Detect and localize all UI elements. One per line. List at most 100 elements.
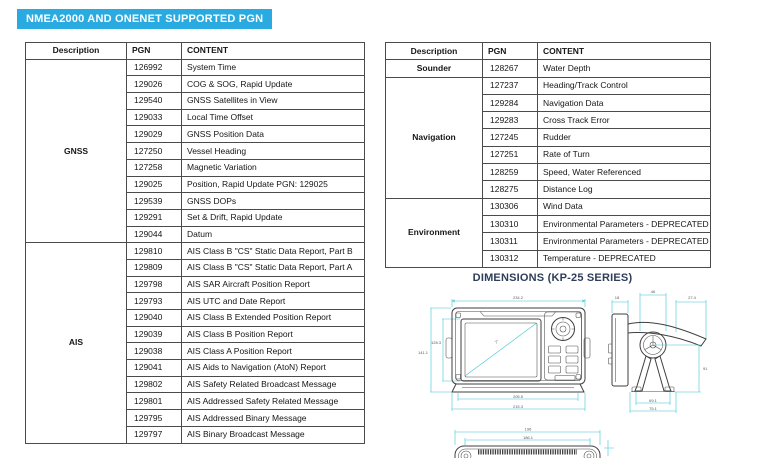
dim-label-front-bottom-outer: 215.3 xyxy=(513,404,524,409)
content-cell: AIS Class B Position Report xyxy=(181,325,365,344)
content-cell: Speed, Water Referenced xyxy=(537,163,711,182)
dim-label-front-left-outer: 141.1 xyxy=(418,350,429,355)
table-row: 129795 AIS Addressed Binary Message xyxy=(26,409,365,427)
content-cell: AIS Addressed Safety Related Message xyxy=(181,392,365,411)
content-cell: System Time xyxy=(181,58,365,77)
dim-label-front-left-inner: 128.3 xyxy=(431,340,442,345)
content-cell: Navigation Data xyxy=(537,93,711,113)
dim-label-side-bracket-width: 46 xyxy=(651,289,656,294)
pgn-cell: 129025 xyxy=(126,175,182,194)
dim-label-side-height: 91 xyxy=(703,366,708,371)
table-row: 129539 GNSS DOPs xyxy=(26,192,365,210)
column-header: CONTENT xyxy=(181,42,365,60)
pgn-cell: 129793 xyxy=(126,292,182,310)
table-row: 129797 AIS Binary Broadcast Message xyxy=(26,425,365,444)
table-row: 129029 GNSS Position Data xyxy=(26,125,365,144)
table-row: 130312 Temperature - DEPRECATED xyxy=(386,249,711,268)
screen-diagonal-line xyxy=(464,323,537,377)
column-header: Description xyxy=(385,41,483,61)
content-cell: AIS Class A Position Report xyxy=(181,342,365,361)
content-cell: AIS Class B "CS" Static Data Report, Par… xyxy=(181,258,365,277)
content-cell: Cross Track Error xyxy=(537,111,711,130)
content-cell: Environmental Parameters - DEPRECATED xyxy=(537,232,711,251)
page-title: NMEA2000 AND ONENET SUPPORTED PGN xyxy=(17,9,273,29)
dim-label-side-depth: 18 xyxy=(615,295,620,300)
content-cell: GNSS Satellites in View xyxy=(181,92,365,110)
pgn-table-right: Description PGN CONTENT Sounder 128267 Water … xyxy=(385,41,711,268)
content-cell: COG & SOG, Rapid Update xyxy=(181,75,365,94)
content-cell: Magnetic Variation xyxy=(181,158,365,177)
pgn-cell: 127237 xyxy=(482,76,538,95)
pgn-cell: 129041 xyxy=(126,359,182,377)
pgn-cell: 128259 xyxy=(482,163,538,182)
group-label: GNSS xyxy=(25,58,127,244)
table-row: 129540 GNSS Satellites in View xyxy=(26,92,365,110)
content-cell: AIS SAR Aircraft Position Report xyxy=(181,275,365,294)
pgn-cell: 127258 xyxy=(126,158,182,177)
group-label: AIS xyxy=(25,242,127,444)
pgn-cell: 129040 xyxy=(126,309,182,327)
pgn-cell: 127245 xyxy=(482,128,538,147)
pgn-cell: 129798 xyxy=(126,275,182,294)
table-row: GNSS 126992 System Time xyxy=(25,58,365,244)
pgn-cell: 127250 xyxy=(126,142,182,160)
table-row: Sounder 128267 Water Depth xyxy=(385,59,711,78)
table-row: 129041 AIS Aids to Navigation (AtoN) Repo… xyxy=(26,359,365,377)
pgn-cell: 129291 xyxy=(126,208,182,227)
front-view: 234.2 141.1 128.3 7" xyxy=(418,295,591,411)
pgn-cell: 129029 xyxy=(126,125,182,144)
dpad-control xyxy=(551,317,575,341)
dim-label-front-bottom-inner: 205.5 xyxy=(513,394,524,399)
bottom-view: 196 186.1 xyxy=(454,427,614,458)
pgn-cell: 129284 xyxy=(482,93,538,113)
content-cell: Datum xyxy=(181,225,365,244)
content-cell: Rate of Turn xyxy=(537,145,711,165)
content-cell: Rudder xyxy=(537,128,711,147)
table-row: 127251 Rate of Turn xyxy=(386,145,711,165)
column-header: PGN xyxy=(482,41,538,61)
pgn-cell: 130312 xyxy=(482,249,538,268)
dim-label-bottom-outer: 196 xyxy=(525,427,532,432)
pgn-cell: 130310 xyxy=(482,214,538,234)
table-row: 129026 COG & SOG, Rapid Update xyxy=(26,75,365,94)
group-label: Navigation xyxy=(385,76,483,199)
dim-label-bottom-inner: 186.1 xyxy=(523,435,534,440)
dimensions-diagram: 234.2 141.1 128.3 7" xyxy=(418,289,708,458)
content-cell: AIS Class B Extended Position Report xyxy=(181,309,365,327)
table-row: 129291 Set & Drift, Rapid Update xyxy=(26,208,365,227)
pgn-cell: 129809 xyxy=(126,258,182,277)
pgn-cell: 127251 xyxy=(482,145,538,165)
content-cell: Distance Log xyxy=(537,180,711,199)
column-header: CONTENT xyxy=(537,41,711,61)
table-row: Environment 130306 Wind Data xyxy=(385,197,711,268)
dim-label-side-overhang: 27.4 xyxy=(688,295,697,300)
pgn-cell: 129795 xyxy=(126,409,182,427)
table-row: 129809 AIS Class B "CS" Static Data Repor… xyxy=(26,258,365,277)
pgn-cell: 129540 xyxy=(126,92,182,110)
table-row: Navigation 127237 Heading/Track Control xyxy=(385,76,711,199)
content-cell: Temperature - DEPRECATED xyxy=(537,249,711,268)
pgn-cell: 129038 xyxy=(126,342,182,361)
content-cell: GNSS DOPs xyxy=(181,192,365,210)
content-cell: Vessel Heading xyxy=(181,142,365,160)
column-header: PGN xyxy=(126,42,182,60)
dim-label-front-top: 234.2 xyxy=(513,295,524,300)
pgn-cell: 129801 xyxy=(126,392,182,411)
group-label: Environment xyxy=(385,197,483,268)
pgn-cell: 130306 xyxy=(482,197,538,216)
table-row: 127250 Vessel Heading xyxy=(26,142,365,160)
content-cell: AIS Safety Related Broadcast Message xyxy=(181,375,365,394)
table-row: 129033 Local Time Offset xyxy=(26,108,365,127)
content-cell: AIS Class B "CS" Static Data Report, Par… xyxy=(181,242,365,260)
dim-label-side-base-inner: 69.1 xyxy=(649,398,658,403)
pgn-cell: 128275 xyxy=(482,180,538,199)
pgn-cell: 129797 xyxy=(126,425,182,444)
pgn-cell: 129026 xyxy=(126,75,182,94)
pgn-cell: 129044 xyxy=(126,225,182,244)
pgn-cell: 129810 xyxy=(126,242,182,260)
pgn-table: Description PGN CONTENT Sounder 128267 Water … xyxy=(385,41,711,268)
content-cell: Local Time Offset xyxy=(181,108,365,127)
pgn-cell: 129539 xyxy=(126,192,182,210)
pgn-cell: 129033 xyxy=(126,108,182,127)
